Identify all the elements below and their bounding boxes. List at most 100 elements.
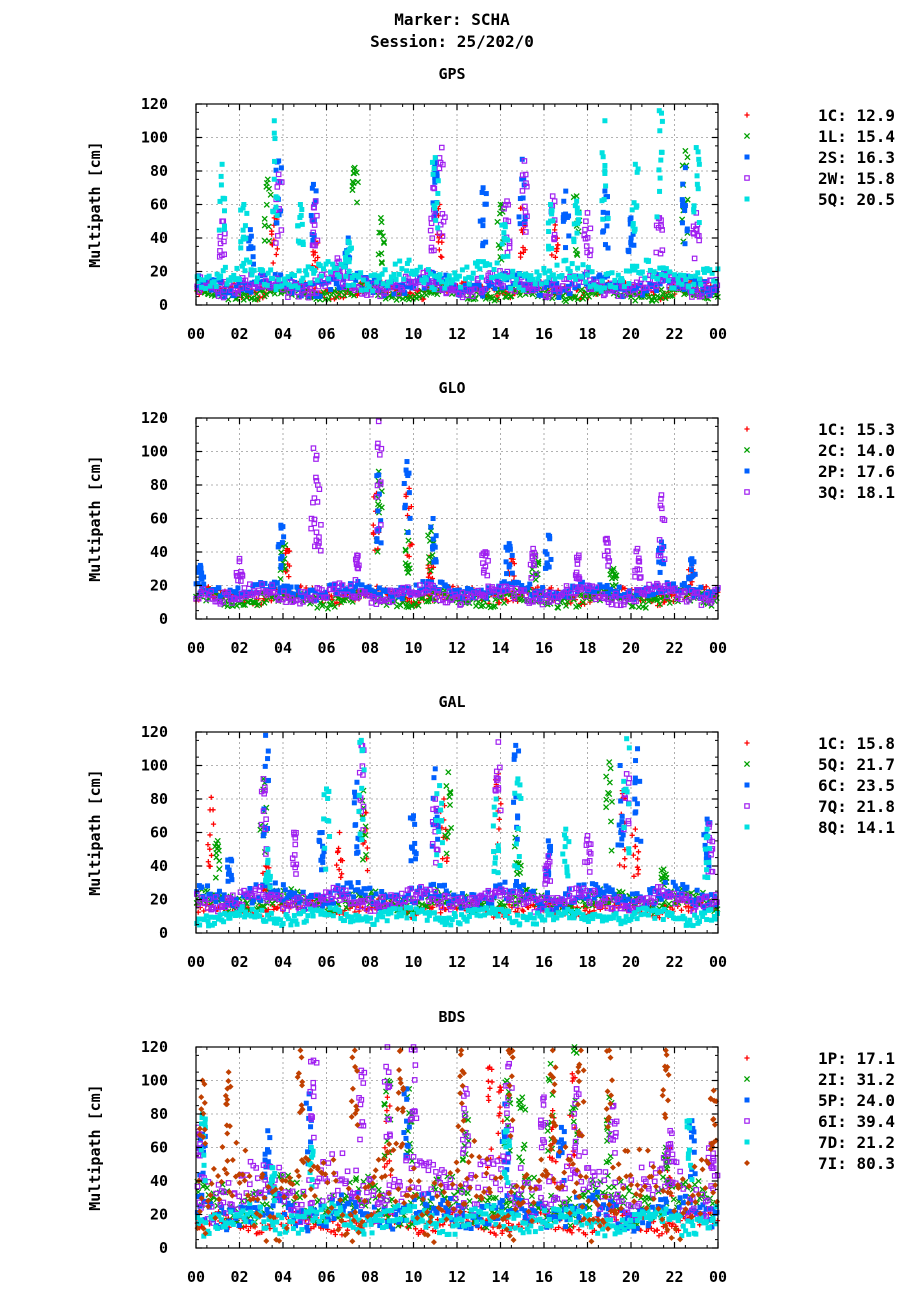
data-point <box>608 586 614 592</box>
data-point <box>464 591 471 597</box>
data-point <box>694 887 700 893</box>
data-point <box>291 273 297 279</box>
data-point <box>327 586 334 593</box>
data-point <box>548 585 554 591</box>
data-point <box>435 587 442 594</box>
data-point <box>511 560 517 567</box>
data-point <box>420 579 426 585</box>
data-point <box>399 286 406 293</box>
data-point <box>198 284 204 290</box>
x-tick-label: 00 <box>187 325 205 343</box>
data-point <box>235 280 241 286</box>
data-point <box>409 268 415 274</box>
data-point <box>693 145 699 151</box>
data-point <box>327 269 333 275</box>
data-point <box>632 266 638 272</box>
data-point <box>308 525 314 532</box>
data-point <box>348 581 354 587</box>
data-point <box>551 231 558 238</box>
legend-entry: 1C: 12.9 <box>818 106 895 125</box>
data-point <box>604 582 610 588</box>
data-point <box>275 233 281 239</box>
data-point <box>450 277 456 283</box>
data-point <box>574 296 581 303</box>
data-point <box>585 293 593 300</box>
data-point <box>430 582 436 589</box>
data-point <box>602 118 608 124</box>
data-point <box>240 227 246 233</box>
data-point <box>710 287 717 293</box>
data-point <box>528 273 534 279</box>
data-point <box>196 569 202 575</box>
data-point <box>647 890 653 896</box>
data-point <box>433 217 439 223</box>
data-point <box>434 200 440 206</box>
data-point <box>310 181 316 187</box>
data-point <box>427 227 434 234</box>
data-point <box>383 290 390 296</box>
data-point <box>198 575 204 581</box>
data-point <box>221 238 227 245</box>
data-point <box>276 541 282 547</box>
data-point <box>446 286 452 292</box>
data-point <box>434 173 440 179</box>
data-point <box>512 281 518 287</box>
data-point <box>640 598 647 605</box>
data-point <box>311 201 317 207</box>
data-point <box>217 198 223 204</box>
data-point <box>205 883 211 889</box>
data-point <box>522 588 528 594</box>
data-point <box>246 235 252 241</box>
data-point <box>636 289 643 296</box>
data-point <box>507 543 513 549</box>
data-point <box>276 596 283 602</box>
data-point <box>500 283 506 289</box>
data-point <box>285 274 291 280</box>
data-point <box>544 551 550 557</box>
data-point <box>478 274 484 280</box>
data-point <box>521 882 527 888</box>
data-point <box>571 221 577 227</box>
data-point <box>349 178 356 185</box>
data-point <box>613 593 619 599</box>
data-point <box>458 284 464 290</box>
data-point <box>552 254 559 260</box>
data-point <box>277 585 283 591</box>
data-point <box>480 259 486 265</box>
data-point <box>498 801 504 807</box>
data-point <box>494 273 500 279</box>
data-point <box>364 281 370 287</box>
series-2P <box>193 459 720 603</box>
data-point <box>635 166 641 172</box>
data-point <box>216 866 223 873</box>
data-point <box>386 599 392 606</box>
data-point <box>466 281 472 287</box>
data-point <box>684 226 690 232</box>
data-point <box>520 249 527 256</box>
data-point <box>600 216 606 222</box>
data-point <box>392 261 398 267</box>
data-point <box>631 228 637 234</box>
data-point <box>243 281 249 287</box>
data-point <box>657 265 663 271</box>
data-point <box>644 288 650 294</box>
data-point <box>600 292 607 299</box>
data-point <box>360 277 366 283</box>
data-point <box>295 223 301 229</box>
data-points <box>193 418 721 612</box>
data-point <box>494 260 500 266</box>
data-point <box>547 290 553 297</box>
data-point <box>489 275 495 281</box>
header-marker: Marker: SCHA <box>394 10 510 29</box>
data-point <box>444 858 450 864</box>
data-point <box>516 285 522 291</box>
data-point <box>621 864 627 870</box>
data-point <box>195 580 201 586</box>
legend-entry: 2C: 14.0 <box>818 441 895 460</box>
data-point <box>274 246 280 252</box>
data-point <box>626 268 632 274</box>
data-point <box>273 194 279 200</box>
data-point <box>608 284 614 290</box>
data-point <box>328 582 334 588</box>
data-point <box>473 602 480 610</box>
